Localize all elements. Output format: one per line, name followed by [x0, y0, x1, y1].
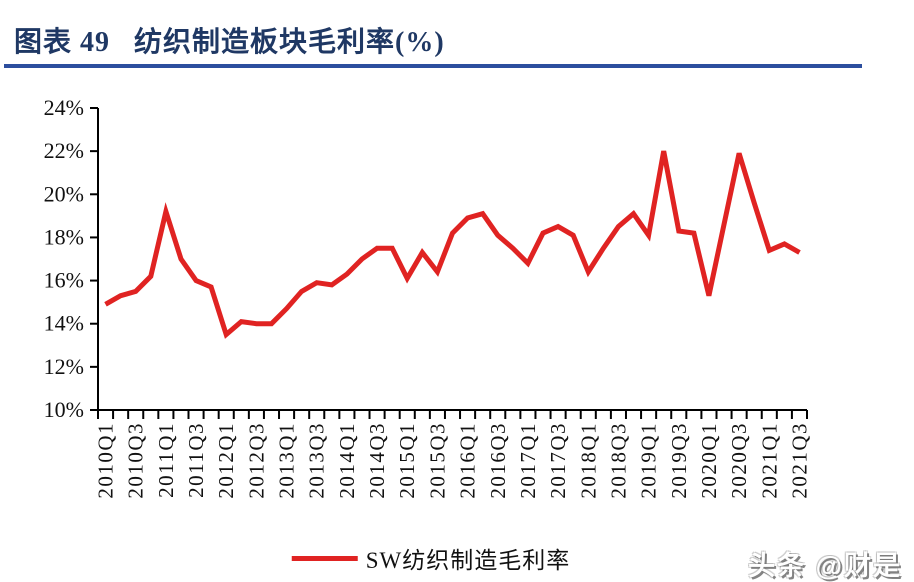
x-axis-tick-label: 2016Q3: [486, 422, 510, 499]
x-axis-tick-label: 2020Q3: [727, 422, 751, 499]
x-axis-tick-label: 2021Q3: [787, 422, 811, 499]
x-axis-tick-label: 2011Q3: [184, 422, 208, 498]
y-axis-tick-label: 20%: [44, 181, 84, 206]
legend-series-label: SW纺织制造毛利率: [365, 548, 571, 573]
x-axis-tick-label: 2018Q1: [576, 422, 600, 499]
x-axis-tick-label: 2018Q3: [606, 422, 630, 499]
y-axis-tick-label: 22%: [44, 138, 84, 163]
x-axis-tick-label: 2010Q1: [94, 422, 118, 499]
y-axis-tick-label: 12%: [44, 354, 84, 379]
x-axis-tick-label: 2017Q1: [516, 422, 540, 499]
x-axis-tick-label: 2021Q1: [757, 422, 781, 499]
x-axis-tick-label: 2011Q1: [154, 422, 178, 498]
x-axis-tick-label: 2020Q1: [697, 422, 721, 499]
y-axis-tick-label: 14%: [44, 311, 84, 336]
y-axis-tick-label: 18%: [44, 224, 84, 249]
y-axis-tick-label: 10%: [44, 397, 84, 422]
x-axis-tick-label: 2016Q1: [456, 422, 480, 499]
y-axis-tick-label: 24%: [44, 95, 84, 120]
legend-line-swatch: [291, 555, 358, 561]
y-axis-tick-label: 16%: [44, 268, 84, 293]
x-axis-tick-label: 2013Q1: [275, 422, 299, 499]
toutiao-watermark: 头条 @财是: [748, 551, 902, 581]
figure-title: 图表 49 纺织制造板块毛利率(%): [14, 27, 445, 58]
x-axis-tick-label: 2017Q3: [546, 422, 570, 499]
x-axis-tick-label: 2015Q3: [425, 422, 449, 499]
x-axis-tick-label: 2019Q3: [667, 422, 691, 499]
x-axis-tick-label: 2012Q1: [214, 422, 238, 499]
x-axis-tick-label: 2015Q1: [395, 422, 419, 499]
x-axis-tick-label: 2010Q3: [124, 422, 148, 499]
x-axis-tick-label: 2013Q3: [305, 422, 329, 499]
x-axis-tick-label: 2012Q3: [244, 422, 268, 499]
title-rule: [4, 64, 862, 68]
series-line: [104, 150, 801, 339]
x-axis-tick-label: 2014Q3: [365, 422, 389, 499]
chart-legend: SW纺织制造毛利率: [291, 541, 571, 575]
x-axis-tick-label: 2019Q1: [637, 422, 661, 499]
x-axis-tick-label: 2014Q1: [335, 422, 359, 499]
